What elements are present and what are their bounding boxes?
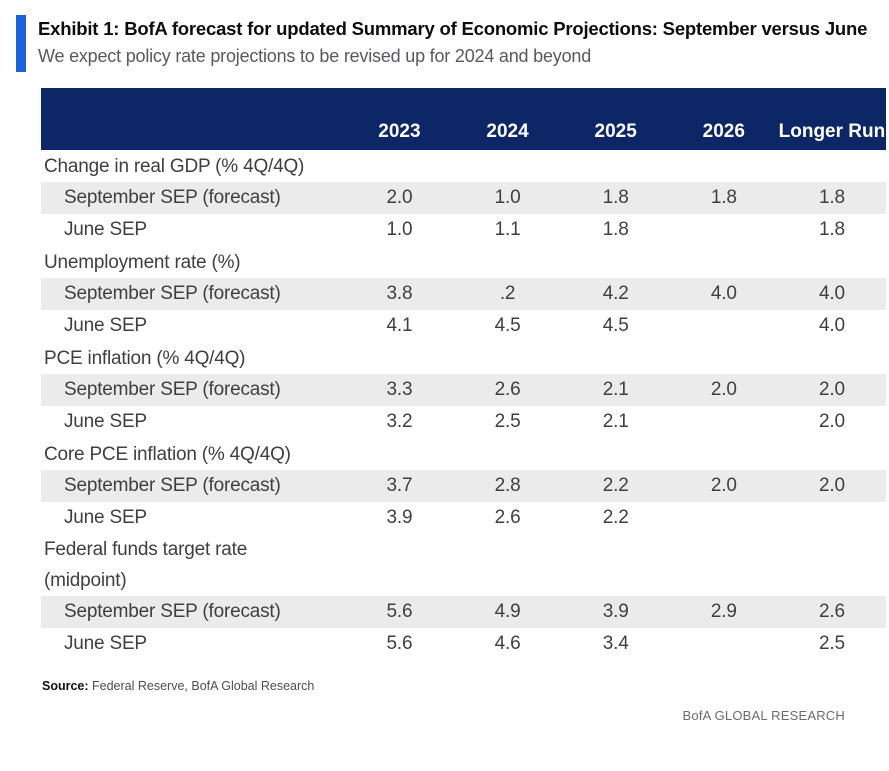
value-cell: 4.1: [386, 315, 413, 336]
row-label: June SEP: [64, 411, 147, 432]
value-cell: 2.0: [669, 374, 778, 406]
column-header-2026: 2026: [669, 88, 778, 150]
category-row: Change in real GDP (% 4Q/4Q): [41, 150, 886, 182]
column-header-2025: 2025: [561, 88, 670, 150]
value-cell: 3.8: [345, 278, 454, 310]
data-row: September SEP (forecast) 5.6 4.9 3.9 2.9 2.6: [41, 596, 886, 628]
source-line: Source: Federal Reserve, BofA Global Res…: [42, 679, 889, 693]
value-cell: 2.0: [669, 470, 778, 502]
value-cell: 2.6: [453, 374, 562, 406]
value-cell: [670, 310, 778, 342]
row-label: September SEP (forecast): [41, 182, 346, 214]
value-cell: 1.8: [602, 219, 629, 240]
data-row: June SEP 3.2 2.5 2.1 2.0: [41, 406, 886, 438]
column-header-2023: 2023: [345, 88, 454, 150]
value-cell: 3.2: [386, 411, 413, 432]
value-cell: [670, 406, 778, 438]
value-cell: 1.0: [386, 219, 413, 240]
value-cell: [778, 502, 886, 534]
projections-table: 2023 2024 2025 2026 Longer Run Change in rea…: [41, 88, 886, 660]
row-label: September SEP (forecast): [41, 374, 346, 406]
data-row: September SEP (forecast) 3.7 2.8 2.2 2.0 2.0: [41, 470, 886, 502]
value-cell: 5.6: [386, 633, 413, 654]
row-label: September SEP (forecast): [41, 278, 346, 310]
exhibit-title: Exhibit 1: BofA forecast for updated Sum…: [38, 18, 868, 39]
row-label: June SEP: [64, 315, 147, 336]
value-cell: 4.0: [669, 278, 778, 310]
value-cell: 4.6: [494, 633, 521, 654]
value-cell: 1.0: [453, 182, 562, 214]
category-label: PCE inflation (% 4Q/4Q): [44, 347, 246, 369]
value-cell: [670, 502, 778, 534]
category-row: PCE inflation (% 4Q/4Q): [41, 342, 886, 374]
data-row: June SEP 4.1 4.5 4.5 4.0: [41, 310, 886, 342]
value-cell: 4.0: [819, 315, 845, 336]
value-cell: 1.1: [494, 219, 521, 240]
value-cell: 2.8: [453, 470, 562, 502]
column-header-longer-run: Longer Run: [777, 88, 886, 150]
column-header-2024: 2024: [453, 88, 562, 150]
value-cell: 2.0: [777, 470, 886, 502]
value-cell: 2.9: [669, 596, 778, 628]
category-label: Core PCE inflation (% 4Q/4Q): [44, 443, 291, 465]
value-cell: 4.9: [453, 596, 562, 628]
row-label: June SEP: [64, 219, 147, 240]
value-cell: [670, 628, 778, 660]
data-row: June SEP 1.0 1.1 1.8 1.8: [41, 214, 886, 246]
value-cell: 2.6: [494, 507, 521, 528]
value-cell: 3.9: [386, 507, 413, 528]
row-label: June SEP: [64, 507, 147, 528]
value-cell: 3.7: [345, 470, 454, 502]
value-cell: 2.5: [819, 633, 845, 654]
data-row: September SEP (forecast) 3.3 2.6 2.1 2.0 2.0: [41, 374, 886, 406]
source-text: Federal Reserve, BofA Global Research: [88, 679, 315, 693]
exhibit-header: Exhibit 1: BofA forecast for updated Sum…: [16, 15, 889, 72]
value-cell: 1.8: [561, 182, 670, 214]
value-cell: 2.0: [777, 374, 886, 406]
value-cell: 2.1: [561, 374, 670, 406]
value-cell: 5.6: [345, 596, 454, 628]
category-row: Federal funds target rate (midpoint): [41, 534, 886, 596]
data-row: September SEP (forecast) 2.0 1.0 1.8 1.8 1.8: [41, 182, 886, 214]
data-row: June SEP 3.9 2.6 2.2: [41, 502, 886, 534]
value-cell: 2.2: [561, 470, 670, 502]
value-cell: 3.9: [561, 596, 670, 628]
brand-footer: BofA GLOBAL RESEARCH: [682, 708, 845, 723]
value-cell: 1.8: [819, 219, 845, 240]
accent-bar: [16, 15, 26, 72]
value-cell: 2.2: [602, 507, 629, 528]
value-cell: 2.5: [494, 411, 521, 432]
value-cell: 2.6: [777, 596, 886, 628]
table-header: 2023 2024 2025 2026 Longer Run: [41, 88, 886, 150]
row-label: September SEP (forecast): [41, 596, 346, 628]
value-cell: 4.0: [777, 278, 886, 310]
value-cell: .2: [453, 278, 562, 310]
value-cell: 1.8: [777, 182, 886, 214]
row-label: September SEP (forecast): [41, 470, 346, 502]
table-body: Change in real GDP (% 4Q/4Q) September SE…: [41, 150, 886, 660]
value-cell: [670, 214, 778, 246]
header-row: 2023 2024 2025 2026 Longer Run: [41, 88, 886, 150]
value-cell: 2.0: [345, 182, 454, 214]
value-cell: 4.5: [494, 315, 521, 336]
category-label: Change in real GDP (% 4Q/4Q): [44, 155, 305, 177]
category-row: Unemployment rate (%): [41, 246, 886, 278]
category-label: Federal funds target rate (midpoint): [44, 539, 248, 591]
exhibit-subtitle: We expect policy rate projections to be …: [38, 46, 592, 67]
value-cell: 3.3: [345, 374, 454, 406]
column-header-empty: [41, 88, 346, 150]
value-cell: 2.1: [602, 411, 629, 432]
data-row: September SEP (forecast) 3.8.2 4.2 4.0 4.0: [41, 278, 886, 310]
value-cell: 4.2: [561, 278, 670, 310]
category-row: Core PCE inflation (% 4Q/4Q): [41, 438, 886, 470]
data-row: June SEP 5.6 4.6 3.4 2.5: [41, 628, 886, 660]
category-label: Unemployment rate (%): [44, 251, 241, 273]
value-cell: 2.0: [819, 411, 845, 432]
value-cell: 3.4: [602, 633, 629, 654]
value-cell: 1.8: [669, 182, 778, 214]
value-cell: 4.5: [602, 315, 629, 336]
row-label: June SEP: [64, 633, 147, 654]
source-label: Source:: [42, 679, 89, 693]
